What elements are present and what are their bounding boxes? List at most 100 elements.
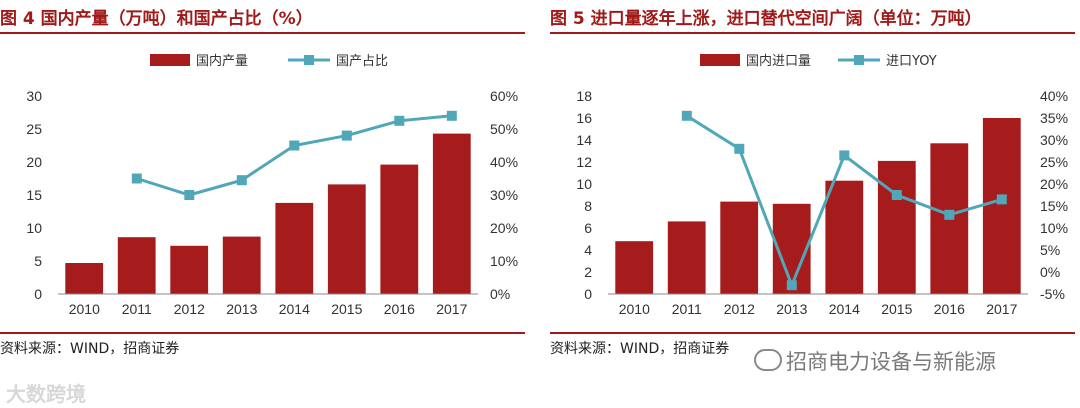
source-note: 资料来源：WIND，招商证券 — [550, 341, 730, 357]
line-marker — [394, 115, 405, 126]
source-divider — [0, 332, 525, 334]
y-tick-left: 10 — [576, 176, 592, 192]
line-marker — [996, 194, 1007, 205]
y-tick-left: 15 — [26, 187, 42, 203]
line-series — [681, 110, 1007, 291]
source-note: 资料来源：WIND，招商证券 — [0, 341, 180, 357]
x-tick-label: 2015 — [331, 301, 362, 317]
y-axis-right: 0% 10% 20% 30% 40% 50% 60% — [490, 88, 518, 302]
x-tick-label: 2016 — [384, 301, 415, 317]
y-tick-right: 10% — [1040, 220, 1068, 236]
y-tick-right: 0% — [1040, 264, 1060, 280]
chart-panel-imports: 图 5 进口量逐年上涨，进口替代空间广阔（单位：万吨） 国内进口量 进口YOY 0 2… — [550, 0, 1080, 408]
bar — [222, 236, 261, 294]
x-tick-label: 2013 — [776, 301, 807, 317]
line-marker — [341, 130, 352, 141]
y-tick-left: 25 — [26, 121, 42, 137]
y-tick-left: 14 — [576, 132, 592, 148]
y-tick-left: 30 — [26, 88, 42, 104]
y-tick-right: 15% — [1040, 198, 1068, 214]
y-tick-right: 20% — [1040, 176, 1068, 192]
x-tick-label: 2016 — [934, 301, 965, 317]
y-tick-right: 40% — [490, 154, 518, 170]
line-marker — [734, 143, 745, 154]
y-tick-right: 60% — [490, 88, 518, 104]
bar — [380, 164, 419, 294]
line-marker — [289, 140, 300, 151]
bar — [982, 118, 1021, 294]
legend-label-line: 国产占比 — [336, 54, 388, 69]
y-tick-left: 8 — [584, 198, 592, 214]
x-tick-label: 2011 — [122, 301, 152, 317]
bar — [170, 245, 209, 294]
bar — [275, 202, 314, 294]
y-axis-left: 0 2 4 6 8 10 12 14 16 18 — [576, 88, 592, 302]
x-tick-label: 2011 — [672, 301, 702, 317]
bar — [65, 263, 104, 294]
bar — [720, 201, 759, 294]
bar — [432, 133, 471, 294]
y-tick-right: 30% — [1040, 132, 1068, 148]
y-tick-left: 10 — [26, 220, 42, 236]
chart-imports: 国内进口量 进口YOY 0 2 4 6 8 10 12 14 16 18 -5% 0% 5% 10% 15% 20… — [576, 53, 1068, 317]
x-tick-label: 2012 — [174, 301, 205, 317]
line-marker — [944, 209, 955, 220]
y-tick-left: 0 — [584, 286, 592, 302]
x-tick-label: 2010 — [619, 301, 650, 317]
line-marker — [681, 110, 692, 121]
y-tick-left: 20 — [26, 154, 42, 170]
y-axis-right: -5% 0% 5% 10% 15% 20% 25% 30% 35% 40% — [1040, 88, 1068, 302]
y-axis-left: 0 5 10 15 20 25 30 — [26, 88, 42, 302]
watermark-right: 招商电力设备与新能源 — [754, 346, 996, 376]
x-tick-label: 2014 — [279, 301, 310, 317]
line-series — [131, 110, 457, 200]
source-divider — [550, 332, 1075, 334]
legend-label-line: 进口YOY — [886, 54, 937, 69]
legend-marker-line — [854, 55, 864, 65]
x-axis: 2010 2011 2012 2013 2014 2015 2016 2017 — [69, 301, 468, 317]
title-divider — [550, 32, 1075, 34]
x-tick-label: 2017 — [436, 301, 467, 317]
line-marker — [131, 173, 142, 184]
bar — [327, 184, 366, 294]
x-tick-label: 2014 — [829, 301, 860, 317]
y-tick-left: 2 — [584, 264, 592, 280]
line-marker — [236, 175, 247, 186]
line-marker — [184, 190, 195, 200]
bar-series — [615, 118, 1021, 294]
y-tick-right: 25% — [1040, 154, 1068, 170]
y-tick-left: 0 — [34, 286, 42, 302]
chart-panel-domestic-output: 图 4 国内产量（万吨）和国产占比（%） 国内产量 国产占比 0 5 10 15 20 25 3… — [0, 0, 530, 408]
legend-marker-line — [304, 55, 314, 65]
chart-title: 图 4 国内产量（万吨）和国产占比（%） — [0, 9, 313, 29]
legend-swatch-bar — [150, 54, 190, 66]
line-marker — [891, 190, 902, 200]
x-tick-label: 2015 — [881, 301, 912, 317]
title-divider — [0, 32, 525, 34]
y-tick-left: 16 — [576, 110, 592, 126]
line-marker — [786, 280, 797, 291]
x-tick-label: 2012 — [724, 301, 755, 317]
x-tick-label: 2017 — [986, 301, 1017, 317]
y-tick-right: -5% — [1040, 286, 1065, 302]
chart-domestic-output: 国内产量 国产占比 0 5 10 15 20 25 30 0% 10% 20% 30% 40% 50% 60%… — [26, 53, 518, 317]
bar-series — [65, 133, 471, 294]
y-tick-left: 4 — [584, 242, 592, 258]
bar — [667, 221, 706, 294]
line-marker — [446, 110, 457, 121]
watermark-right-text: 招商电力设备与新能源 — [786, 350, 996, 374]
y-tick-right: 10% — [490, 253, 518, 269]
bar — [825, 180, 864, 294]
legend-label-bar: 国内产量 — [196, 53, 248, 69]
x-axis: 2010 2011 2012 2013 2014 2015 2016 2017 — [619, 301, 1018, 317]
y-tick-right: 40% — [1040, 88, 1068, 104]
y-tick-right: 30% — [490, 187, 518, 203]
legend-swatch-bar — [700, 54, 740, 66]
x-tick-label: 2013 — [226, 301, 257, 317]
legend-label-bar: 国内进口量 — [746, 53, 811, 69]
chart-title: 图 5 进口量逐年上涨，进口替代空间广阔（单位：万吨） — [550, 9, 982, 29]
line-marker — [839, 150, 850, 161]
y-tick-right: 0% — [490, 286, 510, 302]
bar — [117, 237, 156, 294]
y-tick-left: 5 — [34, 253, 42, 269]
